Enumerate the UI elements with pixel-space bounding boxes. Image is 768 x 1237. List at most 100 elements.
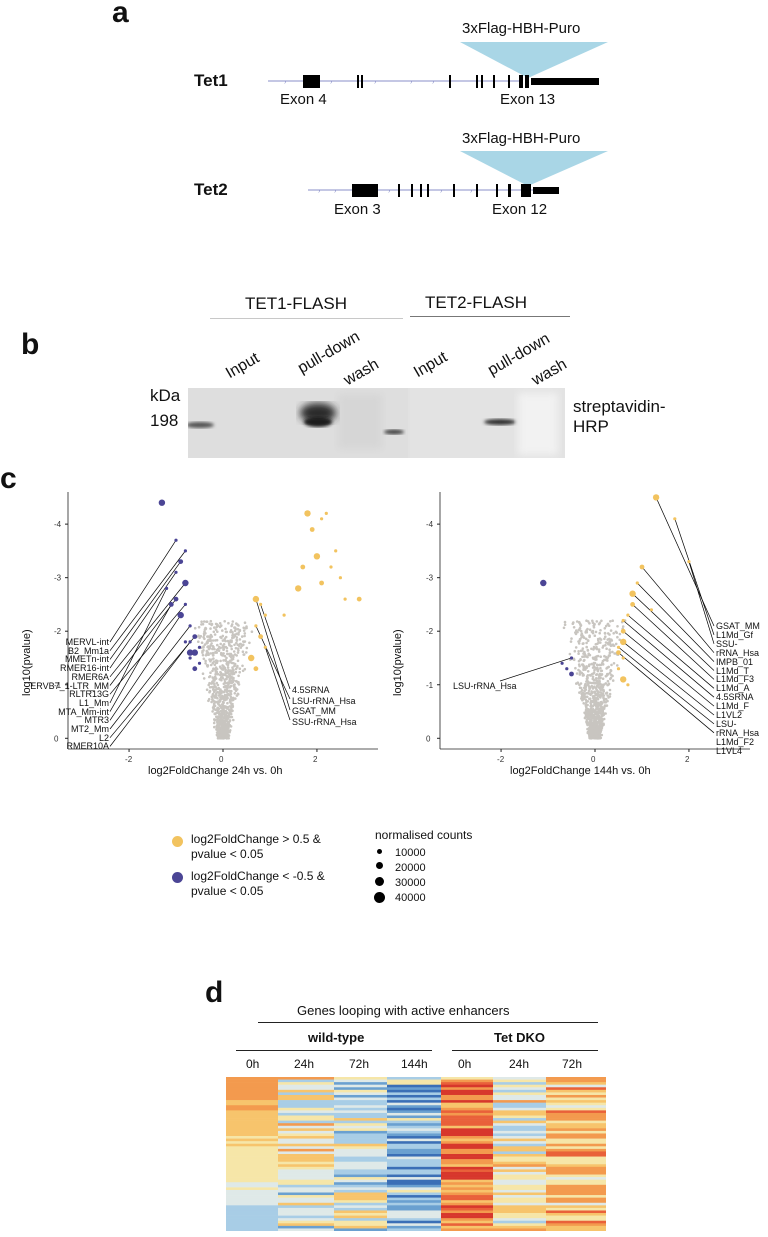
heatmap-cell [334, 1097, 387, 1101]
ns-point [574, 666, 577, 670]
ns-point [233, 633, 236, 637]
tet1-flash-group-label: TET1-FLASH [245, 294, 348, 313]
ns-point [202, 646, 205, 649]
ns-point [599, 629, 602, 632]
tet2-intron-arrows: › › › › › [318, 188, 473, 195]
ns-point [595, 658, 598, 661]
ns-point [621, 625, 625, 628]
ns-point [600, 700, 603, 704]
heatmap-cell [226, 1141, 278, 1145]
ns-point [594, 681, 597, 685]
label-leader-line [109, 614, 182, 721]
ns-point [230, 671, 233, 675]
heatmap-cell [441, 1184, 493, 1188]
down-point [191, 649, 198, 656]
ns-point [616, 625, 619, 628]
ns-point [221, 709, 225, 713]
ns-point [586, 620, 590, 623]
heatmap-cell [441, 1125, 493, 1129]
label-leader-line [264, 647, 291, 721]
heatmap-cell [334, 1200, 387, 1204]
ladder-band-1 [188, 422, 214, 428]
heatmap-cell [334, 1225, 387, 1229]
heatmap-cell [278, 1100, 334, 1103]
heatmap-cell [334, 1177, 387, 1180]
ns-point [209, 652, 213, 655]
volcano-label: SSU-rRNA_Hsa [716, 638, 760, 658]
ns-point [235, 654, 238, 657]
heatmap-cell [334, 1130, 387, 1134]
heatmap-cell [278, 1146, 334, 1150]
label-leader-line [109, 604, 172, 712]
ns-point [223, 688, 227, 692]
ns-point [572, 626, 576, 629]
heatmap-cell [441, 1174, 493, 1178]
heatmap-cell [226, 1189, 278, 1193]
ns-point [214, 661, 218, 665]
ns-point [238, 638, 242, 641]
y-tick-label: -2 [54, 627, 62, 636]
volcano-label: L1Md_F2 [716, 736, 755, 747]
ns-point [596, 713, 600, 717]
heatmap-cell [546, 1184, 606, 1188]
heatmap-cell [493, 1156, 546, 1160]
ns-point [212, 699, 215, 702]
ns-point [584, 684, 588, 688]
heatmap-cell [387, 1218, 441, 1222]
ns-point [596, 694, 600, 698]
heatmap-cell [441, 1146, 493, 1150]
volcano-label: MERVL-int [65, 637, 109, 647]
heatmap-cell [387, 1110, 441, 1114]
heatmap-cell [334, 1112, 387, 1116]
up-point [329, 565, 333, 569]
heatmap-cell [493, 1089, 546, 1093]
heatmap-cell [493, 1141, 546, 1145]
ns-point [594, 721, 598, 724]
heatmap-cell [226, 1151, 278, 1155]
ns-point [212, 653, 215, 657]
heatmap-cell [546, 1077, 606, 1080]
ns-point [216, 718, 219, 721]
heatmap-cell [441, 1084, 493, 1088]
heatmap-cell [334, 1143, 387, 1147]
ns-point [213, 647, 216, 651]
heatmap-cell [226, 1089, 278, 1093]
ns-point [234, 697, 237, 700]
heatmap-cell [493, 1192, 546, 1196]
volcano-label: 4.5SRNA [716, 692, 754, 703]
heatmap-cell [546, 1115, 606, 1119]
heatmap-cell [226, 1097, 278, 1101]
heatmap-cell [334, 1207, 387, 1211]
ns-point [231, 666, 234, 669]
heatmap-cell [278, 1197, 334, 1201]
ns-point [217, 649, 221, 653]
heatmap-cell [546, 1079, 606, 1083]
heatmap-cell [441, 1187, 493, 1191]
ns-point [226, 723, 229, 726]
ns-point [604, 641, 608, 644]
ns-point [219, 646, 222, 650]
heatmap-cell [493, 1159, 546, 1162]
heatmap-cell [493, 1177, 546, 1180]
ns-point [225, 630, 228, 634]
heatmap-cell [278, 1079, 334, 1083]
heatmap-cell [493, 1154, 546, 1157]
heatmap-cell [546, 1118, 606, 1121]
ns-point [222, 682, 226, 686]
ns-point [202, 677, 206, 680]
ns-point [228, 673, 231, 676]
heatmap-cell [441, 1192, 493, 1196]
heatmap-cell [278, 1143, 334, 1147]
ns-point [219, 659, 222, 663]
down-point [182, 579, 189, 587]
right-ylabel: log10(pvalue) [392, 629, 404, 696]
heatmap-cell [387, 1174, 441, 1178]
heatmap-cell [493, 1228, 546, 1231]
heatmap-cell [546, 1166, 606, 1170]
heatmap-cell [226, 1112, 278, 1116]
ns-point [235, 632, 238, 636]
ns-point [582, 635, 585, 638]
up-point [282, 613, 286, 617]
ns-point [232, 718, 235, 722]
ns-point [231, 680, 235, 684]
